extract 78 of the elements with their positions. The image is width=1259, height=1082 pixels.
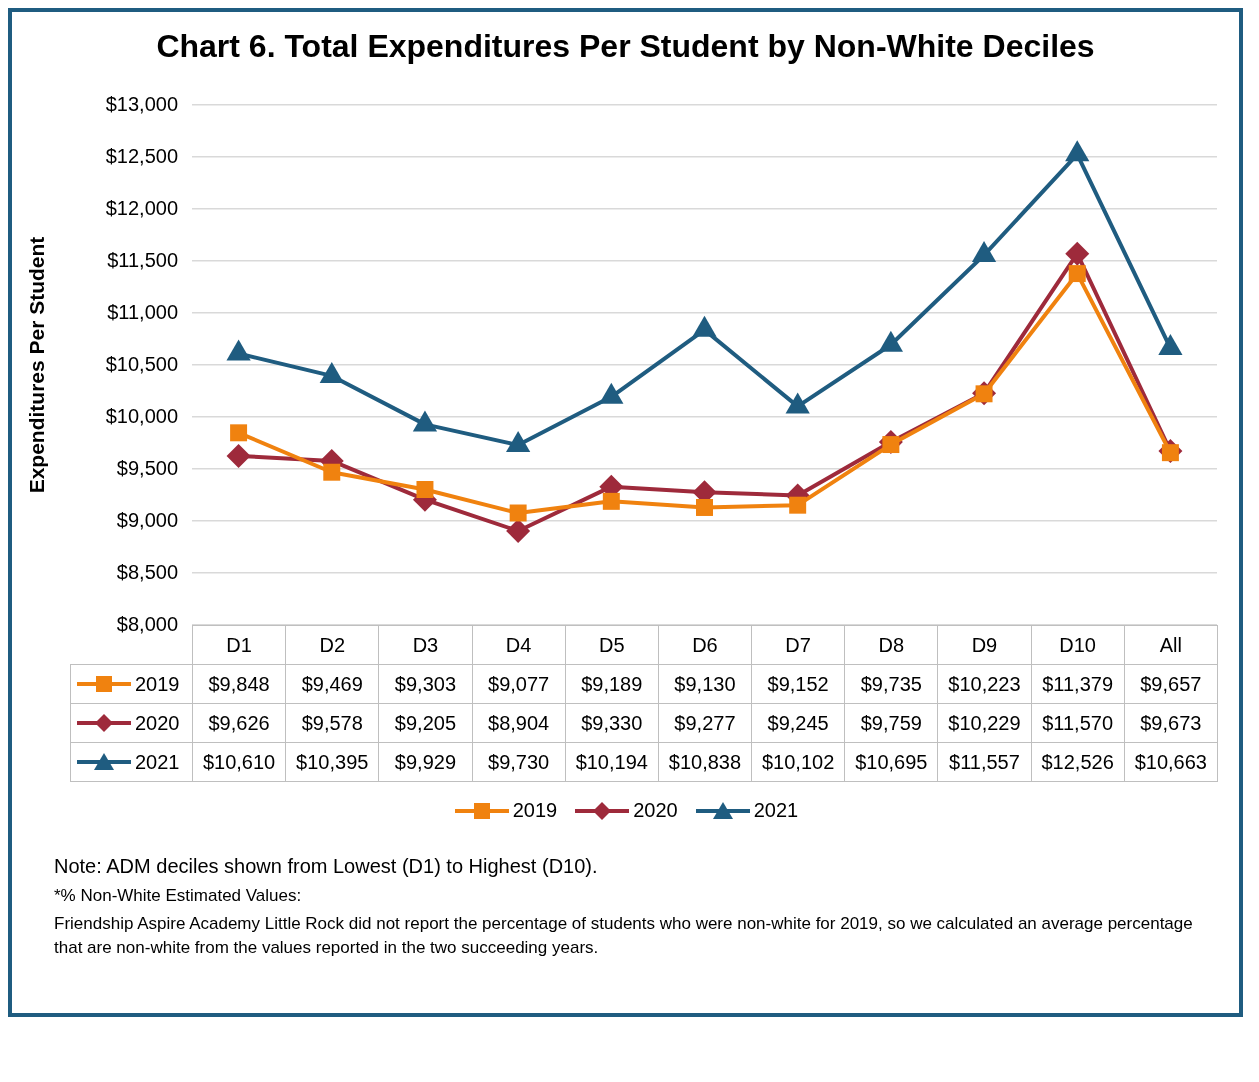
data-label: $9,330: [565, 703, 659, 743]
point: [230, 424, 248, 442]
y-tick-label: $9,500: [116, 456, 178, 479]
legend-label: 2021: [135, 750, 180, 774]
y-tick-label: $10,000: [105, 404, 178, 427]
data-label: $10,610: [192, 742, 286, 782]
legend-label: 2019: [135, 672, 180, 696]
data-label: $9,152: [751, 664, 845, 704]
text: Friendship Aspire Academy Little Rock did not report the percentage of students who were non-white for 2019, so we calculated an average percentage that are non-white from the values reported in the two succeeding years.: [54, 912, 1194, 959]
y-tick-label: $12,500: [105, 144, 178, 167]
data-label: $9,929: [378, 742, 473, 782]
point: [789, 496, 807, 514]
data-label: $9,189: [565, 664, 659, 704]
data-label: $9,077: [472, 664, 566, 704]
x-tick-label: D6: [658, 625, 752, 665]
y-tick-label: $13,000: [105, 92, 178, 115]
y-tick-label: $12,000: [105, 196, 178, 219]
point: [696, 499, 713, 516]
x-tick-label: D4: [472, 625, 566, 665]
data-label: $9,759: [844, 703, 938, 743]
x-tick-label: D8: [844, 625, 938, 665]
y-tick-label: $10,500: [105, 352, 178, 375]
text: Note: ADM deciles shown from Lowest (D1) to Highest (D10).: [54, 854, 599, 879]
data-label: $10,838: [658, 742, 752, 782]
legend-label: 2020: [135, 711, 180, 735]
data-label: $9,657: [1124, 664, 1218, 704]
y-tick-label: $9,000: [116, 508, 178, 531]
x-tick-label: D3: [378, 625, 473, 665]
data-label: $10,695: [844, 742, 938, 782]
data-label: $10,194: [565, 742, 659, 782]
point: [602, 492, 620, 510]
x-tick-label: D10: [1031, 625, 1125, 665]
text: 2020: [633, 799, 678, 821]
x-tick-label: D1: [192, 625, 286, 665]
data-label: $11,557: [937, 742, 1032, 782]
data-label: $9,469: [285, 664, 379, 704]
y-axis-title: Expenditures Per Student: [25, 236, 49, 494]
data-label: $10,663: [1124, 742, 1218, 782]
point: [1158, 334, 1183, 356]
point: [416, 481, 434, 498]
data-label: $10,223: [937, 664, 1032, 704]
y-tick-label: $8,500: [116, 560, 178, 583]
x-tick-label: D7: [751, 625, 845, 665]
data-label: $11,379: [1031, 664, 1125, 704]
data-label: $10,102: [751, 742, 845, 782]
data-label: $9,848: [192, 664, 286, 704]
text: *% Non-White Estimated Values:: [54, 885, 303, 907]
data-label: $9,735: [844, 664, 938, 704]
data-label: $12,526: [1031, 742, 1125, 782]
data-label: $9,626: [192, 703, 286, 743]
chart-title: Chart 6. Total Expenditures Per Student by Non-White Deciles: [155, 27, 1096, 66]
data-label: $8,904: [472, 703, 566, 743]
x-tick-label: D2: [285, 625, 379, 665]
data-label: $9,205: [378, 703, 473, 743]
text: 2021: [753, 799, 799, 821]
point: [323, 463, 341, 481]
data-label: $9,303: [378, 664, 473, 704]
data-label: $9,277: [658, 703, 752, 743]
x-tick-label: All: [1124, 625, 1218, 665]
point: [1065, 140, 1090, 162]
data-label: $10,395: [285, 742, 379, 782]
y-tick-label: $8,000: [116, 612, 178, 635]
data-label: $9,578: [285, 703, 379, 743]
point: [509, 504, 527, 522]
data-label: $10,229: [937, 703, 1032, 743]
point: [226, 443, 251, 468]
data-label: $9,673: [1124, 703, 1218, 743]
data-label: $9,130: [658, 664, 752, 704]
point: [506, 518, 531, 543]
data-label: $9,245: [751, 703, 845, 743]
y-tick-label: $11,000: [107, 300, 178, 323]
data-label: $9,730: [472, 742, 566, 782]
point: [971, 241, 997, 263]
data-label: $11,570: [1031, 703, 1125, 743]
x-tick-label: D5: [565, 625, 659, 665]
x-tick-label: D9: [937, 625, 1032, 665]
y-tick-label: $11,500: [107, 248, 178, 271]
text: 2019: [512, 799, 558, 821]
